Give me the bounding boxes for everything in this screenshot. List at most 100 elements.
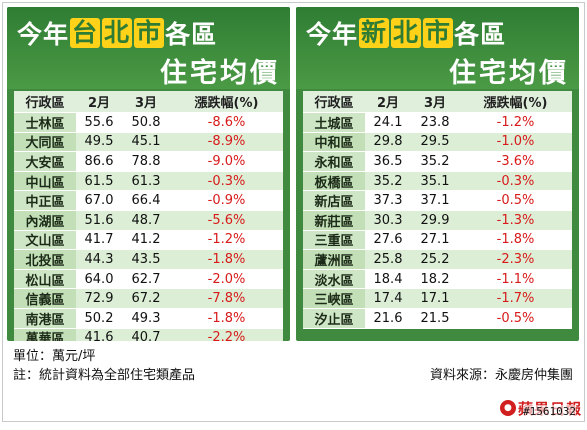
feb-price-cell: 41.7 [84,232,114,248]
feb-price-cell: 72.9 [84,291,114,307]
mar-price-cell: 27.1 [420,232,450,248]
district-cell: 內湖區 [14,210,76,230]
table-row: 三峽區 17.4 17.1 -1.7% [303,289,572,309]
mar-price-cell: 50.8 [131,114,161,130]
statistics-note: 註：統計資料為全部住宅類產品 [13,368,196,383]
title-char-2: 北 [102,18,133,48]
header-feb: 2月 [87,96,111,111]
mar-price-cell: 48.7 [131,212,161,228]
title-char-3: 市 [423,18,454,48]
taipei-title: 今年台北市各區 [17,15,217,51]
table-header-row: 行政區 2月 3月 漲跌幅(%) [14,91,283,113]
title-char-1: 台 [70,18,101,48]
mar-price-cell: 41.2 [131,232,161,248]
district-cell: 大同區 [14,132,76,151]
change-cell: -1.2% [496,114,535,130]
table-row: 士林區 55.6 50.8 -8.6% [14,113,283,133]
change-cell: -8.6% [207,114,246,130]
feb-price-cell: 37.3 [373,193,403,209]
change-cell: -1.1% [496,271,535,287]
title-suffix: 各區 [165,20,218,49]
change-cell: -1.3% [496,212,535,228]
photo-id: #1561032 [523,405,576,418]
table-row: 文山區 41.7 41.2 -1.2% [14,230,283,251]
title-prefix: 今年 [17,20,70,49]
mar-price-cell: 43.5 [131,251,161,267]
new-taipei-subtitle: 住宅均價 [449,58,569,89]
mar-price-cell: 25.2 [420,251,450,267]
district-cell: 三峽區 [303,289,365,308]
table-row: 板橋區 35.2 35.1 -0.3% [303,171,572,192]
feb-price-cell: 41.6 [84,330,114,341]
feb-price-cell: 29.8 [373,134,403,150]
new-taipei-title: 今年新北市各區 [306,15,506,51]
table-row: 土城區 24.1 23.8 -1.2% [303,113,572,133]
feb-price-cell: 35.2 [373,173,403,189]
header-mar: 3月 [134,96,158,111]
title-suffix: 各區 [454,20,507,49]
district-cell: 松山區 [14,269,76,289]
title-prefix: 今年 [306,20,359,49]
new-taipei-title-block: 今年新北市各區 住宅均價 [296,7,579,89]
table-row: 永和區 36.5 35.2 -3.6% [303,152,572,172]
feb-price-cell: 36.5 [373,153,403,169]
change-cell: -0.5% [496,310,535,326]
feb-price-cell: 21.6 [373,310,403,326]
table-row: 新莊區 30.3 29.9 -1.3% [303,210,572,231]
feb-price-cell: 49.5 [84,134,114,150]
district-cell: 南港區 [14,308,76,328]
district-cell: 永和區 [303,152,365,171]
table-row: 汐止區 21.6 21.5 -0.5% [303,308,572,329]
change-cell: -3.6% [496,153,535,169]
new-taipei-price-table: 行政區 2月 3月 漲跌幅(%) 土城區 24.1 23.8 -1.2% 中和區 29.8 29.5… [303,91,572,329]
district-cell: 三重區 [303,230,365,249]
mar-price-cell: 29.9 [420,212,450,228]
feb-price-cell: 17.4 [373,291,403,307]
district-cell: 土城區 [303,113,365,132]
taipei-price-table: 行政區 2月 3月 漲跌幅(%) 士林區 55.6 50.8 -8.6% 大同區 49.5 45.1… [14,91,283,341]
mar-price-cell: 62.7 [131,271,161,287]
header-change: 漲跌幅(%) [194,96,259,111]
mar-price-cell: 78.8 [131,153,161,169]
header-district: 行政區 [314,96,354,111]
mar-price-cell: 29.5 [420,134,450,150]
header-district: 行政區 [25,96,65,111]
table-row: 中山區 61.5 61.3 -0.3% [14,171,283,192]
change-cell: -8.9% [207,134,246,150]
header-change: 漲跌幅(%) [483,96,548,111]
district-cell: 中山區 [14,171,76,191]
table-row: 北投區 44.3 43.5 -1.8% [14,250,283,270]
table-row: 信義區 72.9 67.2 -7.8% [14,289,283,309]
feb-price-cell: 51.6 [84,212,114,228]
new-taipei-panel: 今年新北市各區 住宅均價 行政區 2月 3月 漲跌幅(%) 土城區 24.1 23.8 -1.… [296,7,579,341]
change-cell: -1.7% [496,291,535,307]
change-cell: -0.3% [496,173,535,189]
district-cell: 萬華區 [14,328,76,341]
district-cell: 新店區 [303,191,365,210]
change-cell: -2.0% [207,271,246,287]
table-row: 中正區 67.0 66.4 -0.9% [14,191,283,211]
district-cell: 信義區 [14,289,76,308]
change-cell: -7.8% [207,291,246,307]
district-cell: 士林區 [14,113,76,132]
mar-price-cell: 40.7 [131,330,161,341]
district-cell: 中正區 [14,191,76,210]
table-row: 中和區 29.8 29.5 -1.0% [303,132,572,153]
mar-price-cell: 66.4 [131,193,161,209]
mar-price-cell: 35.2 [420,153,450,169]
table-row: 南港區 50.2 49.3 -1.8% [14,308,283,329]
feb-price-cell: 25.8 [373,251,403,267]
table-row: 大安區 86.6 78.8 -9.0% [14,152,283,172]
change-cell: -2.3% [496,251,535,267]
header-feb: 2月 [376,96,400,111]
table-row: 新店區 37.3 37.1 -0.5% [303,191,572,211]
header-mar: 3月 [423,96,447,111]
mar-price-cell: 18.2 [420,271,450,287]
feb-price-cell: 27.6 [373,232,403,248]
mar-price-cell: 21.5 [420,310,450,326]
mar-price-cell: 35.1 [420,173,450,189]
district-cell: 汐止區 [303,308,365,328]
taipei-panel: 今年台北市各區 住宅均價 行政區 2月 3月 漲跌幅(%) 士林區 55.6 50.8 -8.… [7,7,290,341]
title-char-1: 新 [359,18,390,48]
district-cell: 新莊區 [303,210,365,230]
